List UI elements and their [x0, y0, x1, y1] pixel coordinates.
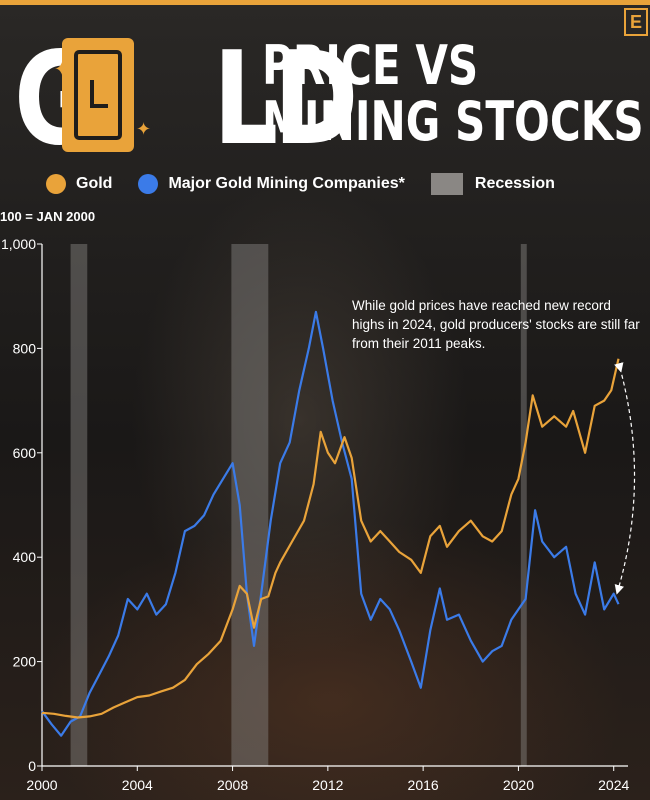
- x-tick-label: 2012: [312, 777, 343, 793]
- legend-swatch-recession: [430, 173, 463, 195]
- x-tick-label: 2004: [122, 777, 153, 793]
- series: [41, 310, 620, 737]
- x-tick-label: 2020: [503, 777, 534, 793]
- y-tick-label: 400: [13, 549, 37, 565]
- title-letters-ld: LD: [213, 25, 358, 174]
- x-tick-label: 2000: [26, 777, 57, 793]
- y-tick-label: 200: [13, 654, 37, 670]
- legend-item-mining: Major Gold Mining Companies*: [138, 174, 405, 194]
- annotation-arrow: [614, 362, 636, 595]
- legend-swatch-gold: [46, 174, 66, 194]
- sparkle-icon: ✦: [136, 119, 152, 139]
- y-tick-label: 0: [28, 758, 36, 774]
- axes: 0 200 400 600 800 1,000 2000 2004 2008 2012 2016 20…: [1, 236, 630, 793]
- legend-label-gold: Gold: [76, 175, 113, 192]
- legend-item-gold: Gold: [46, 174, 112, 194]
- y-tick-label: 800: [13, 340, 37, 356]
- recession-bands: [70, 244, 527, 766]
- axis-unit-note: 100 = JAN 2000: [0, 209, 96, 224]
- legend-swatch-mining: [138, 174, 159, 194]
- legend-label-recession: Recession: [474, 175, 555, 192]
- x-tick-label: 2016: [408, 777, 439, 793]
- legend: Gold Major Gold Mining Companies* Recess…: [46, 172, 581, 196]
- y-tick-label: 1,000: [1, 236, 36, 252]
- recession-band: [70, 244, 88, 766]
- y-tick-label: 600: [13, 445, 37, 461]
- sparkle-icon: ✦: [54, 59, 70, 79]
- recession-band: [231, 244, 269, 766]
- brand-badge[interactable]: E: [624, 8, 648, 36]
- chart-annotation: While gold prices have reached new recor…: [352, 298, 640, 351]
- gold-bar-icon: [62, 38, 134, 152]
- top-accent-bar: [0, 0, 650, 5]
- recession-band: [520, 244, 527, 766]
- series-line-gold: [41, 358, 620, 719]
- x-tick-label: 2024: [598, 777, 629, 793]
- legend-label-mining: Major Gold Mining Companies*: [168, 175, 405, 192]
- title-line-1: PRICE VS: [262, 34, 479, 97]
- legend-item-recession: Recession: [430, 173, 555, 195]
- series-line-mining: [41, 310, 620, 737]
- x-tick-label: 2008: [217, 777, 248, 793]
